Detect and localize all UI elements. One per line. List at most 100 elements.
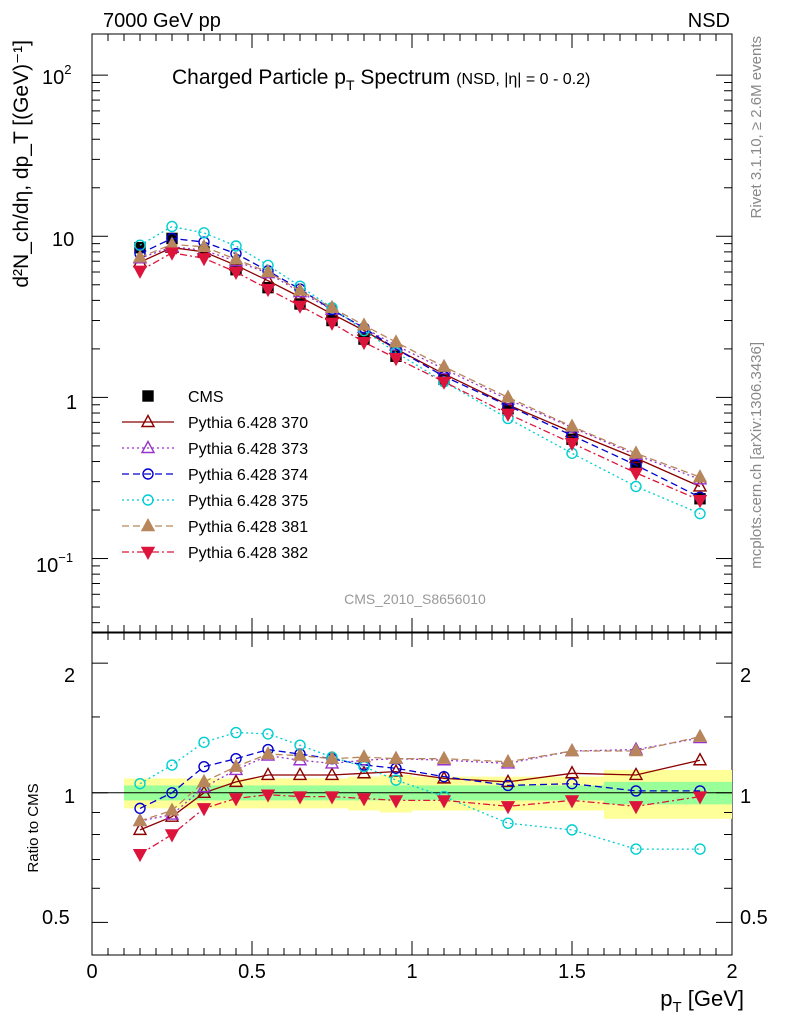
spectrum-point-pythia-6-428-382-6 <box>324 317 340 331</box>
ratio-point-pythia-6-428-382-9 <box>436 795 452 809</box>
x-axis-title: pT [GeV] <box>660 986 744 1016</box>
legend-marker <box>142 494 154 506</box>
legend-marker <box>142 390 154 402</box>
xtick-label-2: 2 <box>726 961 737 983</box>
ratio-point-pythia-6-428-370-13 <box>692 752 708 766</box>
spectrum-point-pythia-6-428-382-13 <box>692 495 708 509</box>
ratio-point-pythia-6-428-374-11 <box>566 777 578 790</box>
lower-ticks <box>91 633 733 955</box>
ratio-line-pythia-6-428-381 <box>139 736 701 822</box>
ratio-point-pythia-6-428-370-8 <box>388 763 404 777</box>
ratio-point-pythia-6-428-370-5 <box>292 766 308 781</box>
legend-label: Pythia 6.428 381 <box>188 519 308 536</box>
spectrum-point-pythia-6-428-382-4 <box>260 283 276 298</box>
upper-y-axis-title: d²N_ch/dη, dp_T [(GeV)⁻¹] <box>10 40 33 288</box>
ratio-point-pythia-6-428-382-2 <box>196 803 212 817</box>
spectrum-point-pythia-6-428-382-10 <box>500 408 516 422</box>
spectrum-line-pythia-6-428-375 <box>139 225 701 515</box>
legend-entry-pythia-6-428-382: Pythia 6.428 382 <box>122 545 308 562</box>
ratio-point-pythia-6-428-370-6 <box>324 766 340 781</box>
upper-ytick-labels: 102 10 1 10−1 <box>36 62 77 577</box>
legend-marker <box>140 414 156 428</box>
mcplots-label: mcplots.cern.ch [arXiv:1306.3436] <box>748 342 765 569</box>
spectrum-point-pythia-6-428-381-13 <box>692 469 708 483</box>
ratio-point-pythia-6-428-382-10 <box>500 801 516 815</box>
spectrum-series-pythia-6-428-381 <box>132 236 708 483</box>
spectrum-point-pythia-6-428-382-0 <box>132 265 148 279</box>
spectrum-point-pythia-6-428-381-2 <box>196 238 212 253</box>
ratio-point-pythia-6-428-375-8 <box>390 774 402 786</box>
ratio-point-pythia-6-428-370-4 <box>260 766 276 781</box>
legend-label: Pythia 6.428 370 <box>188 415 308 432</box>
ratio-point-pythia-6-428-382-3 <box>228 793 244 807</box>
ytick-label-0.5-right: 0.5 <box>740 907 768 929</box>
spectrum-line-pythia-6-428-374 <box>139 237 701 498</box>
lower-y-axis-title: Ratio to CMS <box>25 783 42 872</box>
ytick-label-0.1: 10−1 <box>36 550 73 577</box>
xtick-labels: 0 0.5 1 1.5 2 <box>86 961 737 983</box>
ratio-point-pythia-6-428-381-1 <box>164 802 180 816</box>
ratio-series-pythia-6-428-382 <box>132 789 708 863</box>
legend-label: Pythia 6.428 375 <box>188 493 308 510</box>
ratio-point-pythia-6-428-381-13 <box>692 728 708 742</box>
ratio-point-pythia-6-428-375-10 <box>502 817 514 829</box>
ytick-label-10: 10 <box>52 229 74 251</box>
spectrum-point-pythia-6-428-382-9 <box>436 376 452 390</box>
ratio-point-pythia-6-428-381-3 <box>228 758 244 772</box>
legend-entry-pythia-6-428-373: Pythia 6.428 373 <box>122 440 308 458</box>
ytick-label-2-right: 2 <box>740 665 751 687</box>
spectrum-point-pythia-6-428-381-0 <box>132 249 148 263</box>
ratio-point-pythia-6-428-382-13 <box>692 791 708 805</box>
ratio-point-pythia-6-428-374-10 <box>502 779 514 792</box>
xtick-label-0: 0 <box>86 961 97 983</box>
ratio-point-pythia-6-428-375-13 <box>694 843 706 855</box>
ratio-point-pythia-6-428-382-7 <box>356 793 372 807</box>
spectrum-point-pythia-6-428-381-5 <box>292 282 308 296</box>
spectrum-point-pythia-6-428-375-2 <box>198 227 210 239</box>
ratio-point-pythia-6-428-375-11 <box>566 824 578 836</box>
ratio-point-pythia-6-428-375-3 <box>230 726 242 739</box>
ratio-line-pythia-6-428-382 <box>139 794 701 855</box>
xtick-label-0.5: 0.5 <box>238 961 266 983</box>
legend-entry-pythia-6-428-370: Pythia 6.428 370 <box>122 414 308 432</box>
spectrum-point-pythia-6-428-381-7 <box>356 317 372 331</box>
ratio-point-pythia-6-428-382-5 <box>292 791 308 805</box>
legend-label: Pythia 6.428 373 <box>188 441 308 458</box>
legend-marker <box>142 468 154 480</box>
spectrum-point-pythia-6-428-381-3 <box>228 251 244 265</box>
ratio-point-pythia-6-428-374-9 <box>438 770 450 783</box>
legend-entry-pythia-6-428-381: Pythia 6.428 381 <box>122 518 308 536</box>
ratio-point-pythia-6-428-375-12 <box>630 843 642 855</box>
upper-ticks <box>91 34 733 632</box>
ratio-point-pythia-6-428-382-11 <box>564 795 580 809</box>
ratio-point-pythia-6-428-375-2 <box>198 736 210 748</box>
spectrum-point-pythia-6-428-375-3 <box>230 240 242 252</box>
ratio-point-pythia-6-428-370-12 <box>628 766 644 781</box>
ratio-point-pythia-6-428-381-6 <box>324 750 340 764</box>
spectrum-point-pythia-6-428-375-13 <box>694 507 706 520</box>
spectrum-point-pythia-6-428-382-8 <box>388 353 404 367</box>
ratio-point-pythia-6-428-381-0 <box>132 813 148 827</box>
spectrum-point-pythia-6-428-382-7 <box>356 337 372 351</box>
spectrum-point-pythia-6-428-382-11 <box>564 437 580 452</box>
legend: CMS Pythia 6.428 370 Pythia 6.428 373 Pythi… <box>122 389 308 562</box>
spectrum-series-pythia-6-428-382 <box>132 247 708 509</box>
spectrum-point-pythia-6-428-382-12 <box>628 467 644 481</box>
ratio-point-pythia-6-428-370-7 <box>356 765 372 779</box>
ratio-point-pythia-6-428-381-5 <box>292 747 308 761</box>
rivet-label: Rivet 3.1.10, ≥ 2.6M events <box>748 36 765 219</box>
spectrum-point-pythia-6-428-381-4 <box>260 264 276 278</box>
ratio-point-pythia-6-428-375-0 <box>134 777 146 790</box>
legend-label: CMS <box>188 389 224 406</box>
legend-entry-cms: CMS <box>142 389 224 406</box>
spectrum-line-pythia-6-428-382 <box>139 252 701 501</box>
ytick-label-100: 102 <box>42 62 71 89</box>
ratio-point-pythia-6-428-374-2 <box>198 760 210 773</box>
ratio-point-pythia-6-428-382-6 <box>324 791 340 805</box>
legend-label: Pythia 6.428 374 <box>188 467 308 484</box>
ytick-label-0.5: 0.5 <box>42 907 70 929</box>
ratio-point-pythia-6-428-370-1 <box>164 808 180 822</box>
ratio-point-pythia-6-428-381-11 <box>564 743 580 757</box>
ytick-label-2: 2 <box>64 665 75 687</box>
